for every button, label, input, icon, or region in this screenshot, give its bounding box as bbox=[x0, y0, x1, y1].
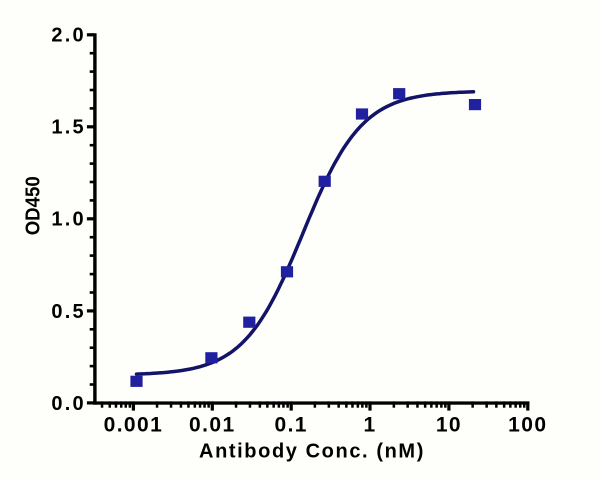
svg-text:1: 1 bbox=[363, 413, 376, 436]
svg-text:10: 10 bbox=[436, 413, 462, 436]
svg-text:0.1: 0.1 bbox=[274, 413, 307, 436]
svg-text:OD450: OD450 bbox=[21, 176, 44, 235]
svg-text:0.01: 0.01 bbox=[189, 413, 235, 436]
svg-text:100: 100 bbox=[508, 413, 547, 436]
svg-text:0.0: 0.0 bbox=[51, 393, 85, 415]
svg-text:2.0: 2.0 bbox=[51, 25, 85, 47]
svg-text:0.5: 0.5 bbox=[51, 301, 85, 323]
svg-text:0.001: 0.001 bbox=[104, 413, 164, 436]
svg-text:Antibody Conc. (nM): Antibody Conc. (nM) bbox=[199, 441, 425, 463]
svg-text:1.5: 1.5 bbox=[51, 117, 85, 139]
svg-text:1.0: 1.0 bbox=[51, 209, 85, 231]
